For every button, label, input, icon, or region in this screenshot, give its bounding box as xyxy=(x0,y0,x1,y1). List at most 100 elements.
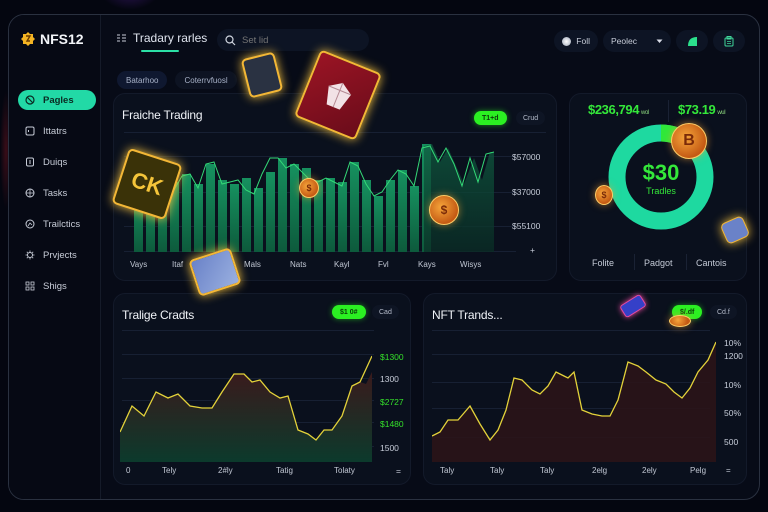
x-axis-label: 2#ly xyxy=(218,466,233,475)
sidebar-item-duiqs[interactable]: Duiqs xyxy=(18,152,96,172)
change-badge[interactable]: T1+d xyxy=(474,111,507,125)
globe-icon xyxy=(25,188,35,198)
x-axis-label: Nats xyxy=(290,260,307,269)
trades-donut-chart xyxy=(608,124,714,230)
user-chip[interactable]: Foll xyxy=(554,30,598,52)
user-chip-label: Foll xyxy=(576,36,590,46)
sidebar-item-analytics[interactable]: Trailctics xyxy=(18,214,96,234)
legend-item: Cantois xyxy=(696,258,727,268)
gridline xyxy=(124,156,516,157)
gridline xyxy=(432,354,710,355)
x-axis-label: 0 xyxy=(126,466,131,475)
search-bar[interactable] xyxy=(217,29,369,51)
credits-area-chart xyxy=(120,355,372,462)
gridline xyxy=(122,330,374,331)
sidebar: NFS12 Pagles Ittatrs Duiqs Tasks Trailct… xyxy=(9,15,101,499)
summary-card: $236,794 wol $73.19 wul $30 Tradles Folite… xyxy=(569,93,747,281)
y-axis-label: 50% xyxy=(724,408,742,418)
sidebar-item-items[interactable]: Ittatrs xyxy=(18,121,96,141)
gear-icon xyxy=(25,250,35,260)
period-badge[interactable]: Cd.f xyxy=(710,305,737,319)
grid-icon xyxy=(25,281,35,291)
coin-icon: $ xyxy=(429,195,459,225)
x-axis-label: Fvl xyxy=(378,260,389,269)
sidebar-item-label: Ittatrs xyxy=(43,125,67,137)
y-axis-label: $57000 xyxy=(512,152,541,162)
tab-trading[interactable]: Tradary rarles xyxy=(117,31,207,45)
background-glow xyxy=(100,0,160,10)
clipboard-icon xyxy=(724,35,734,46)
y-axis-label: 1300 xyxy=(380,374,399,384)
leaf-icon xyxy=(687,36,697,46)
gem-icon xyxy=(326,82,352,110)
kpi-secondary-value: $73.19 wul xyxy=(678,102,726,117)
donut-center: $30 Tradles xyxy=(630,160,692,196)
x-axis-label: Taly xyxy=(490,466,505,475)
y-axis-label: 500 xyxy=(724,437,739,447)
logo-text: NFS12 xyxy=(40,31,84,47)
sidebar-item-pages[interactable]: Pagles xyxy=(18,90,96,110)
logo-icon xyxy=(21,32,35,46)
y-axis-label: $1300 xyxy=(380,352,404,362)
profile-select-value: Peolec xyxy=(611,36,637,46)
profile-select[interactable]: Peolec xyxy=(603,30,671,52)
logo[interactable]: NFS12 xyxy=(21,31,84,47)
change-badge[interactable]: $1 0# xyxy=(332,305,366,319)
clipboard-button[interactable] xyxy=(713,30,745,52)
search-icon xyxy=(225,34,236,45)
x-axis-label: = xyxy=(726,466,731,475)
sidebar-item-label: Prvjects xyxy=(43,249,77,261)
coin-icon: $ xyxy=(595,185,613,205)
card-title: NFT Trands... xyxy=(432,308,503,322)
chip-collections[interactable]: Coterrvfuosl xyxy=(175,71,237,89)
x-axis-label: Tely xyxy=(162,466,177,475)
app-window: NFS12 Pagles Ittatrs Duiqs Tasks Trailct… xyxy=(8,14,760,500)
x-axis-label: Taly xyxy=(540,466,555,475)
x-axis-label: Mals xyxy=(244,260,261,269)
y-axis-label: $1480 xyxy=(380,419,404,429)
box-icon xyxy=(26,157,34,167)
legend-item: Padgot xyxy=(644,258,673,268)
trading-bar-chart xyxy=(134,144,494,252)
x-axis-label: Wisys xyxy=(460,260,482,269)
y-axis-label: $37000 xyxy=(512,187,541,197)
sidebar-item-label: Shigs xyxy=(43,280,67,292)
donut-label: Tradles xyxy=(646,186,676,196)
sidebar-item-label: Trailctics xyxy=(43,218,81,230)
x-axis-label: Kays xyxy=(418,260,436,269)
x-axis-label: Vays xyxy=(130,260,148,269)
nft-trends-card: NFT Trands... $/.df Cd.f 10% 1200 10% 50… xyxy=(423,293,747,485)
y-axis-label: $2727 xyxy=(380,397,404,407)
search-input[interactable] xyxy=(242,34,352,46)
coin-icon: B xyxy=(671,123,707,159)
y-axis-label: = xyxy=(396,466,401,476)
sidebar-item-label: Duiqs xyxy=(43,156,68,168)
x-axis-label: Taly xyxy=(440,466,455,475)
chip-dashboard[interactable]: Batarhoo xyxy=(117,71,168,89)
legend-item: Folite xyxy=(592,258,615,268)
y-axis-label: + xyxy=(530,245,535,255)
card-title: Fraiche Trading xyxy=(122,108,203,122)
sidebar-item-label: Pagles xyxy=(43,94,74,106)
coin-icon xyxy=(669,315,691,327)
x-axis-label: Tolaty xyxy=(334,466,355,475)
sidebar-item-label: Tasks xyxy=(43,187,68,199)
topbar-actions: Foll Peolec xyxy=(554,30,745,52)
sidebar-item-settings[interactable]: Shigs xyxy=(18,276,96,296)
menu-icon xyxy=(117,34,126,42)
gridline xyxy=(122,354,374,355)
y-axis-label: 10% xyxy=(724,380,742,390)
gridline xyxy=(432,330,710,331)
kpi-total-value: $236,794 wol xyxy=(588,102,649,117)
leaf-button[interactable] xyxy=(676,30,708,52)
y-axis-label: $55100 xyxy=(512,221,541,231)
card-title: Tralige Cradts xyxy=(122,308,195,322)
y-axis-label: 1500 xyxy=(380,443,399,453)
avatar xyxy=(562,36,572,46)
sidebar-item-projects[interactable]: Prvjects xyxy=(18,245,96,265)
x-axis-label: Pelg xyxy=(690,466,707,475)
period-badge[interactable]: Crud xyxy=(516,111,546,125)
sidebar-item-tasks[interactable]: Tasks xyxy=(18,183,96,203)
period-badge[interactable]: Cad xyxy=(372,305,399,319)
coin-icon: $ xyxy=(299,178,319,198)
